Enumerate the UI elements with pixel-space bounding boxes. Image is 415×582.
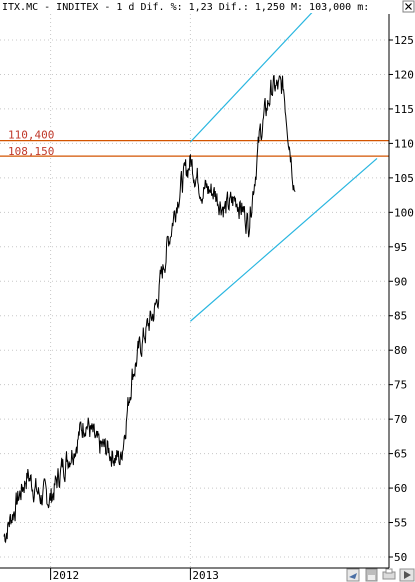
grid xyxy=(0,14,389,568)
y-tick-label: 85 xyxy=(394,310,407,323)
horizontal-levels: 110,400 108,150 xyxy=(0,129,389,158)
trendlines xyxy=(189,0,378,322)
price-series xyxy=(3,75,296,544)
scroll-right-icon[interactable] xyxy=(399,568,415,582)
y-tick-label: 55 xyxy=(394,517,407,530)
level-label: 108,150 xyxy=(8,145,54,158)
y-tick-label: 50 xyxy=(394,551,407,564)
y-tick-label: 115 xyxy=(394,103,414,116)
y-tick-label: 65 xyxy=(394,448,407,461)
print-icon[interactable] xyxy=(382,568,396,580)
y-tick-label: 75 xyxy=(394,379,407,392)
y-tick-label: 60 xyxy=(394,482,407,495)
y-tick-label: 90 xyxy=(394,275,407,288)
trendline xyxy=(190,157,378,322)
y-tick-label: 110 xyxy=(394,137,414,150)
y-tick-label: 105 xyxy=(394,172,414,185)
x-tick-label: 2013 xyxy=(192,569,219,582)
save-icon[interactable] xyxy=(365,568,378,582)
axes: 125 120 115 110 105 100 95 90 85 80 75 70 65 60 55 50 20… xyxy=(0,14,414,582)
chart-header: ITX.MC - INDITEX - 1 d Dif. %: 1,23 Dif.… xyxy=(0,0,415,13)
price-line xyxy=(3,75,296,544)
close-icon[interactable] xyxy=(402,0,415,13)
header-text: ITX.MC - INDITEX - 1 d Dif. %: 1,23 Dif.… xyxy=(2,2,369,13)
y-tick-label: 80 xyxy=(394,344,407,357)
y-tick-label: 125 xyxy=(394,34,414,47)
x-tick-label: 2012 xyxy=(53,569,80,582)
chart-footer xyxy=(346,568,415,582)
y-tick-label: 100 xyxy=(394,206,414,219)
y-tick-label: 120 xyxy=(394,68,414,81)
y-tick-label: 95 xyxy=(394,241,407,254)
trendline xyxy=(189,0,325,143)
y-tick-label: 70 xyxy=(394,413,407,426)
level-label: 110,400 xyxy=(8,129,54,142)
settings-icon[interactable] xyxy=(346,568,360,582)
